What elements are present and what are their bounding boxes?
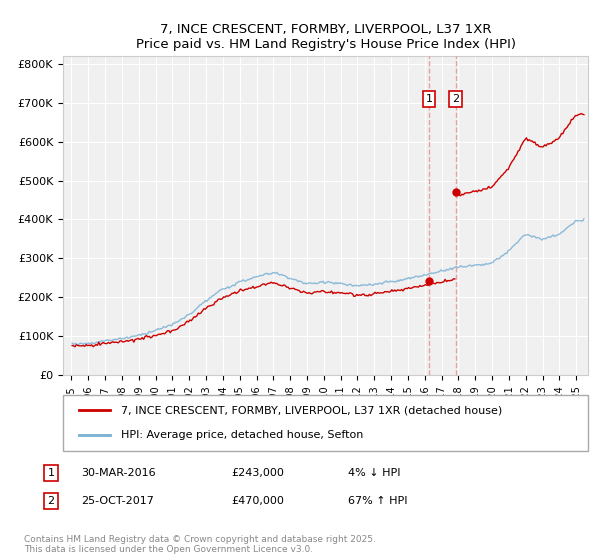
Text: £470,000: £470,000: [231, 496, 284, 506]
Text: 2: 2: [47, 496, 55, 506]
Text: 30-MAR-2016: 30-MAR-2016: [81, 468, 155, 478]
FancyBboxPatch shape: [63, 395, 588, 451]
Text: 25-OCT-2017: 25-OCT-2017: [81, 496, 154, 506]
Text: 1: 1: [47, 468, 55, 478]
Text: 7, INCE CRESCENT, FORMBY, LIVERPOOL, L37 1XR (detached house): 7, INCE CRESCENT, FORMBY, LIVERPOOL, L37…: [121, 405, 502, 416]
Text: Contains HM Land Registry data © Crown copyright and database right 2025.
This d: Contains HM Land Registry data © Crown c…: [24, 535, 376, 554]
Title: 7, INCE CRESCENT, FORMBY, LIVERPOOL, L37 1XR
Price paid vs. HM Land Registry's H: 7, INCE CRESCENT, FORMBY, LIVERPOOL, L37…: [136, 22, 515, 50]
Text: HPI: Average price, detached house, Sefton: HPI: Average price, detached house, Seft…: [121, 430, 363, 440]
Text: 4% ↓ HPI: 4% ↓ HPI: [348, 468, 401, 478]
Text: 2: 2: [452, 94, 459, 104]
Text: 1: 1: [425, 94, 433, 104]
Text: £243,000: £243,000: [231, 468, 284, 478]
Text: 67% ↑ HPI: 67% ↑ HPI: [348, 496, 407, 506]
